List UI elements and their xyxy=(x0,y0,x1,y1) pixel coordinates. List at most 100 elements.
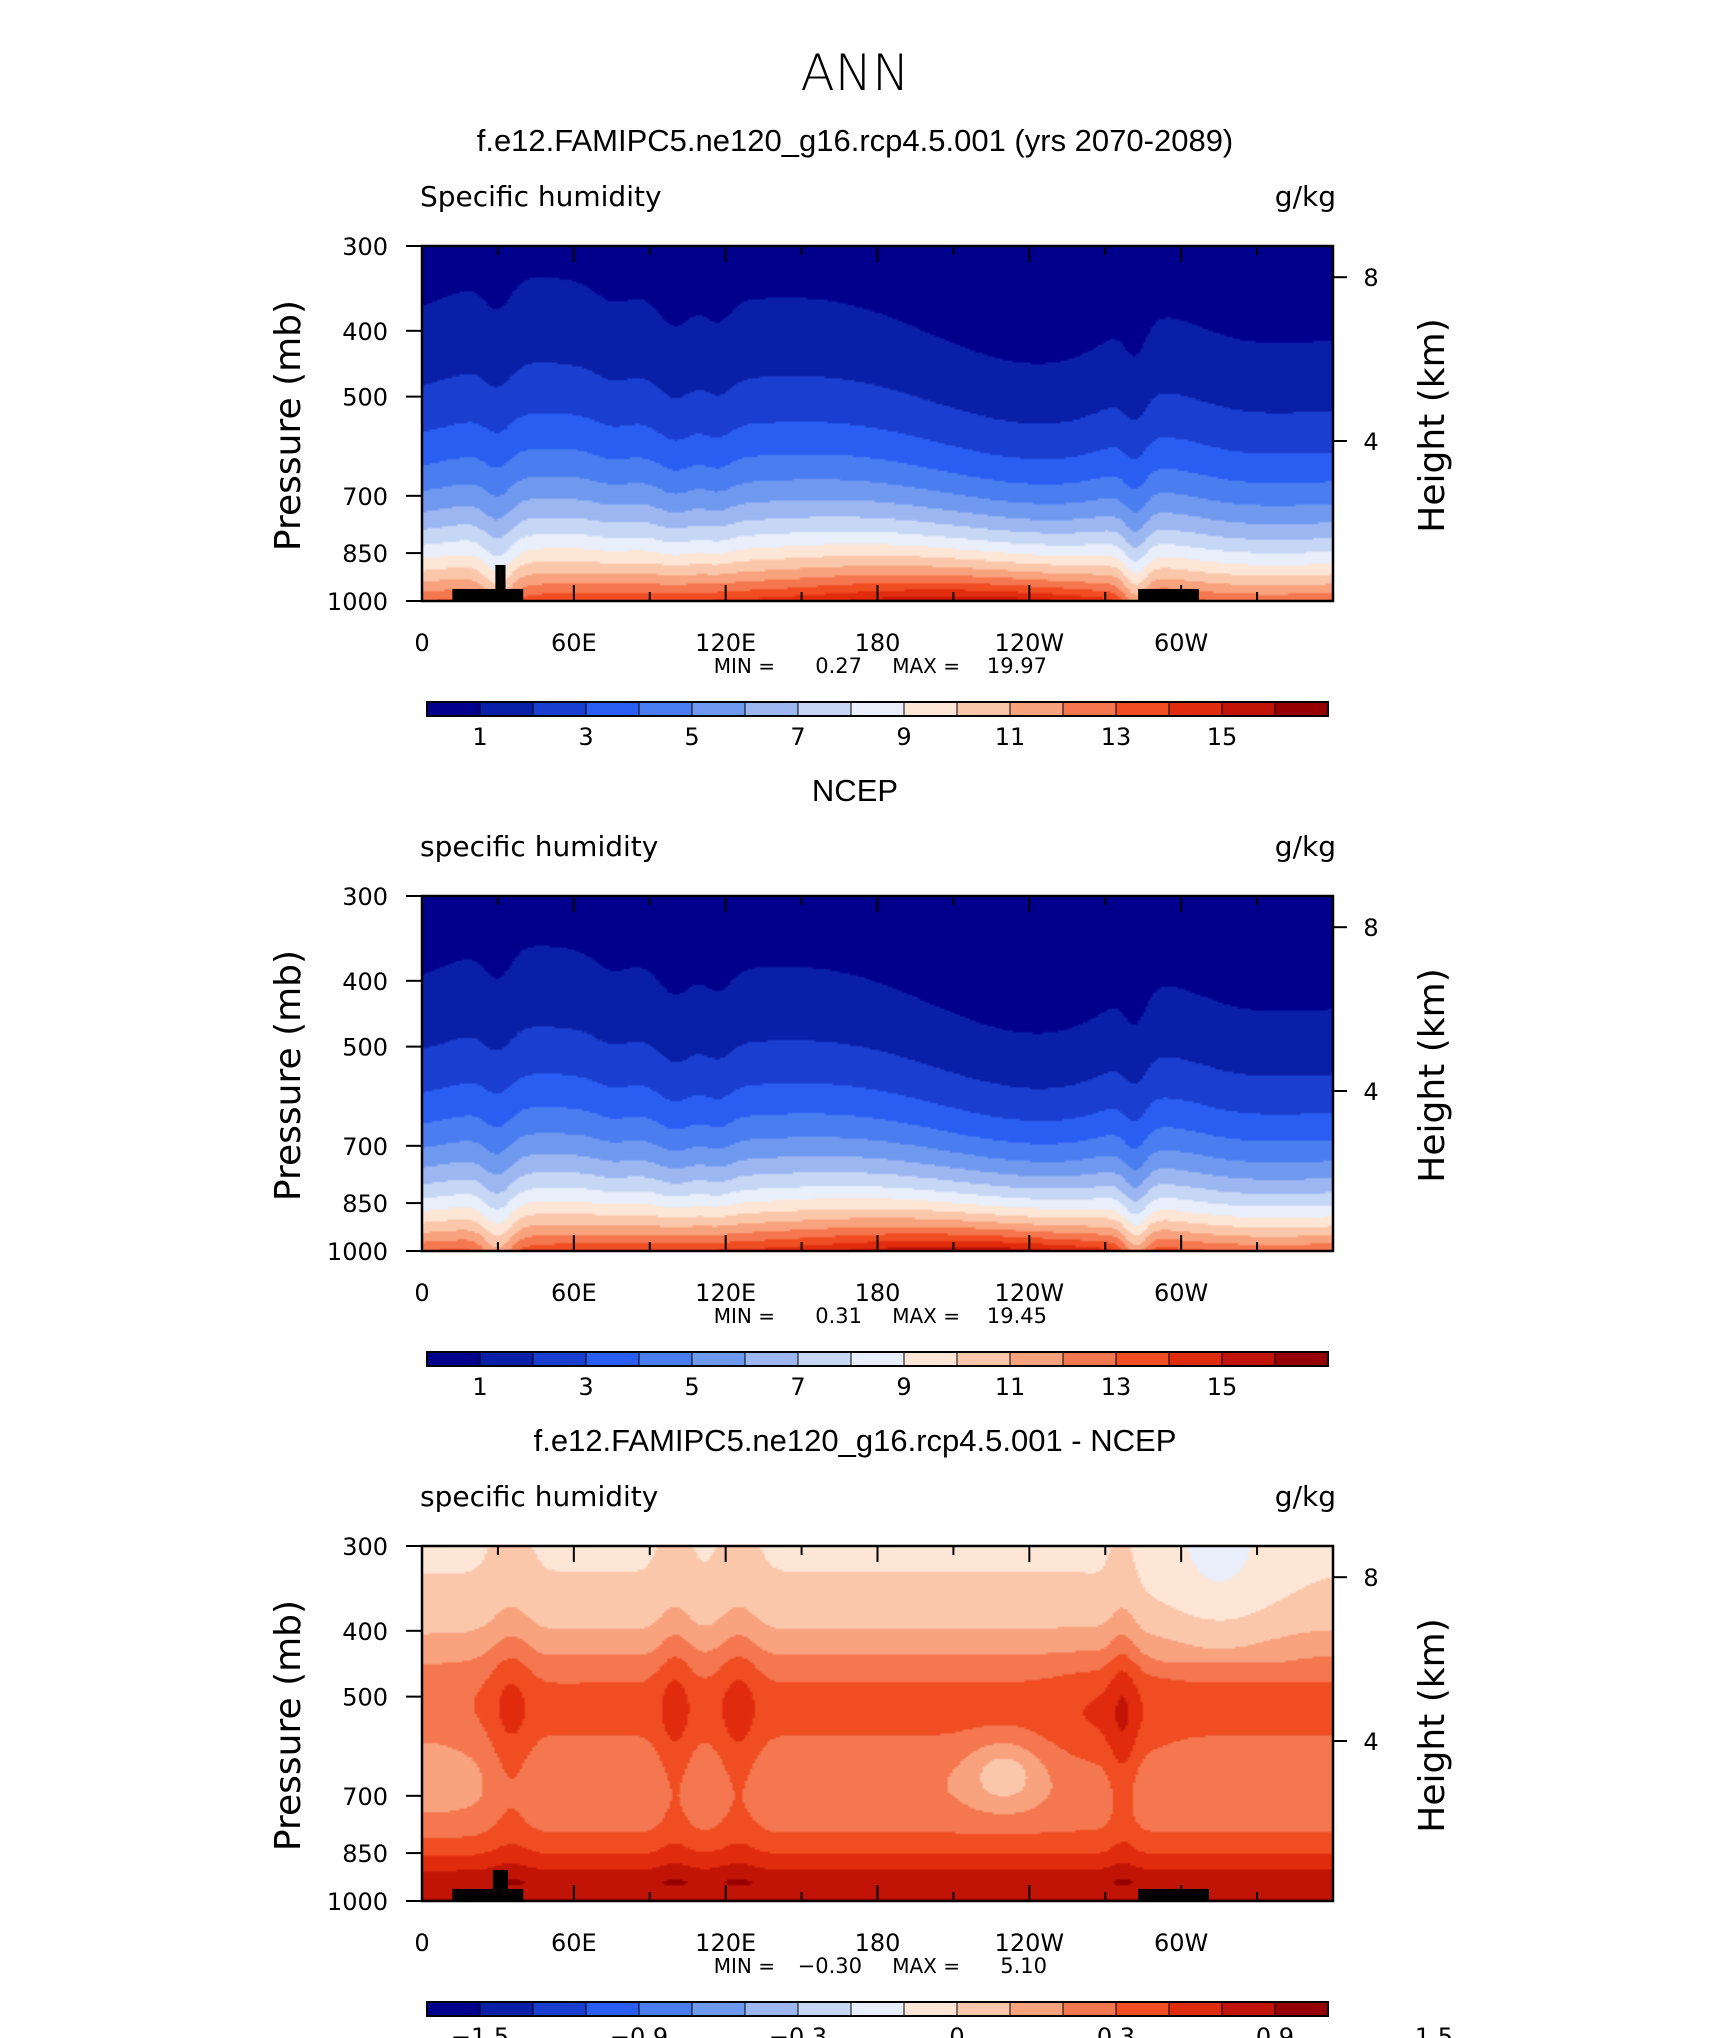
chart-panel: f.e12.FAMIPC5.ne120_g16.rcp4.5.001 (yrs … xyxy=(268,123,1453,751)
min-label: MIN = xyxy=(714,1954,775,1978)
x-tick-label: 60W xyxy=(1154,1929,1208,1957)
x-tick-label: 120E xyxy=(695,1279,756,1307)
colorbar-tick-label: 9 xyxy=(896,723,911,751)
terrain-mask xyxy=(492,1869,509,1901)
colorbar-swatch xyxy=(532,2001,587,2017)
x-tick-label: 60W xyxy=(1154,1279,1208,1307)
y2-tick-label: 8 xyxy=(1363,1564,1378,1592)
y-tick-label: 400 xyxy=(342,1618,388,1646)
colorbar-swatch xyxy=(797,701,852,717)
y-tick-label: 850 xyxy=(342,540,388,568)
x-tick-label: 60E xyxy=(551,629,597,657)
colorbar-swatch xyxy=(1062,1351,1117,1367)
contour-field xyxy=(422,1546,1333,1901)
contour-field xyxy=(422,896,1333,1251)
colorbar-tick-label: 13 xyxy=(1101,1373,1132,1401)
min-value: −0.30 xyxy=(798,1954,862,1978)
y-tick-label: 1000 xyxy=(327,1238,388,1266)
min-label: MIN = xyxy=(714,654,775,678)
x-tick-label: 0 xyxy=(414,1929,429,1957)
panel-title: f.e12.FAMIPC5.ne120_g16.rcp4.5.001 - NCE… xyxy=(534,1423,1177,1458)
colorbar-swatch xyxy=(691,1351,746,1367)
y-tick-label: 700 xyxy=(342,483,388,511)
y2-axis-title: Height (km) xyxy=(1412,318,1453,532)
colorbar-swatch xyxy=(1274,2001,1329,2017)
y-tick-label: 850 xyxy=(342,1840,388,1868)
y-tick-label: 850 xyxy=(342,1190,388,1218)
units-label: g/kg xyxy=(1275,830,1336,863)
colorbar-tick-label: 7 xyxy=(790,723,805,751)
colorbar-swatch xyxy=(903,2001,958,2017)
colorbar-swatch xyxy=(532,1351,587,1367)
colorbar-swatch xyxy=(903,701,958,717)
colorbar-tick-label: 5 xyxy=(684,1373,699,1401)
colorbar-swatch xyxy=(956,2001,1011,2017)
max-label: MAX = xyxy=(892,654,960,678)
y2-axis-title: Height (km) xyxy=(1412,1618,1453,1832)
y2-tick-label: 8 xyxy=(1363,914,1378,942)
colorbar-swatch xyxy=(1115,1351,1170,1367)
y-axis-title: Pressure (mb) xyxy=(268,950,309,1201)
colorbar-tick-label: −0.3 xyxy=(769,2023,827,2038)
colorbar-frame xyxy=(426,701,1329,717)
colorbar-swatch xyxy=(691,701,746,717)
colorbar-swatch xyxy=(744,2001,799,2017)
panel-title: NCEP xyxy=(812,773,898,808)
colorbar-swatch xyxy=(956,1351,1011,1367)
max-value: 19.45 xyxy=(987,1304,1047,1328)
colorbar-tick-label: 13 xyxy=(1101,723,1132,751)
colorbar-swatch xyxy=(797,2001,852,2017)
colorbar-swatch xyxy=(691,2001,746,2017)
x-tick-label: 180 xyxy=(855,1279,901,1307)
colorbar-swatch xyxy=(956,701,1011,717)
colorbar-tick-label: 11 xyxy=(995,723,1026,751)
terrain-mask xyxy=(1138,588,1199,601)
panel-title: f.e12.FAMIPC5.ne120_g16.rcp4.5.001 (yrs … xyxy=(477,123,1234,158)
colorbar-tick-label: 5 xyxy=(684,723,699,751)
colorbar-swatch xyxy=(903,1351,958,1367)
x-tick-label: 60E xyxy=(551,1279,597,1307)
contour-field xyxy=(422,246,1333,601)
x-tick-label: 120W xyxy=(995,1279,1065,1307)
min-value: 0.31 xyxy=(815,1304,862,1328)
x-tick-label: 180 xyxy=(855,1929,901,1957)
colorbar-tick-label: 9 xyxy=(896,1373,911,1401)
colorbar-swatch xyxy=(585,1351,640,1367)
colorbar-swatch xyxy=(585,701,640,717)
colorbar-swatch xyxy=(744,1351,799,1367)
colorbar-tick-label: 11 xyxy=(995,1373,1026,1401)
colorbar-swatch xyxy=(850,2001,905,2017)
max-value: 19.97 xyxy=(987,654,1047,678)
colorbar-swatch xyxy=(1062,701,1117,717)
y-tick-label: 300 xyxy=(342,233,388,261)
min-label: MIN = xyxy=(714,1304,775,1328)
colorbar-frame xyxy=(426,2001,1329,2017)
max-label: MAX = xyxy=(892,1304,960,1328)
variable-label: specific humidity xyxy=(420,830,658,863)
colorbar-tick-label: 3 xyxy=(578,723,593,751)
y2-tick-label: 4 xyxy=(1363,1078,1378,1106)
colorbar-tick-label: −0.9 xyxy=(610,2023,668,2038)
colorbar-swatch xyxy=(1221,701,1276,717)
colorbar-tick-label: 0.3 xyxy=(1097,2023,1135,2038)
terrain-mask xyxy=(452,588,524,601)
x-tick-label: 0 xyxy=(414,1279,429,1307)
terrain-mask xyxy=(500,564,506,601)
panels: f.e12.FAMIPC5.ne120_g16.rcp4.5.001 (yrs … xyxy=(268,123,1453,2038)
y-axis-title: Pressure (mb) xyxy=(268,1600,309,1851)
y-axis-title: Pressure (mb) xyxy=(268,300,309,551)
variable-label: specific humidity xyxy=(420,1480,658,1513)
y2-tick-label: 8 xyxy=(1363,264,1378,292)
colorbar-swatch xyxy=(638,2001,693,2017)
y-tick-label: 500 xyxy=(342,1034,388,1062)
y-tick-label: 400 xyxy=(342,318,388,346)
x-tick-label: 120E xyxy=(695,1929,756,1957)
colorbar-swatch xyxy=(1274,701,1329,717)
colorbar-frame xyxy=(426,1351,1329,1367)
colorbar-swatch xyxy=(850,1351,905,1367)
colorbar-tick-label: 1 xyxy=(472,723,487,751)
colorbar-swatch xyxy=(638,1351,693,1367)
colorbar-swatch xyxy=(532,701,587,717)
x-tick-label: 60W xyxy=(1154,629,1208,657)
